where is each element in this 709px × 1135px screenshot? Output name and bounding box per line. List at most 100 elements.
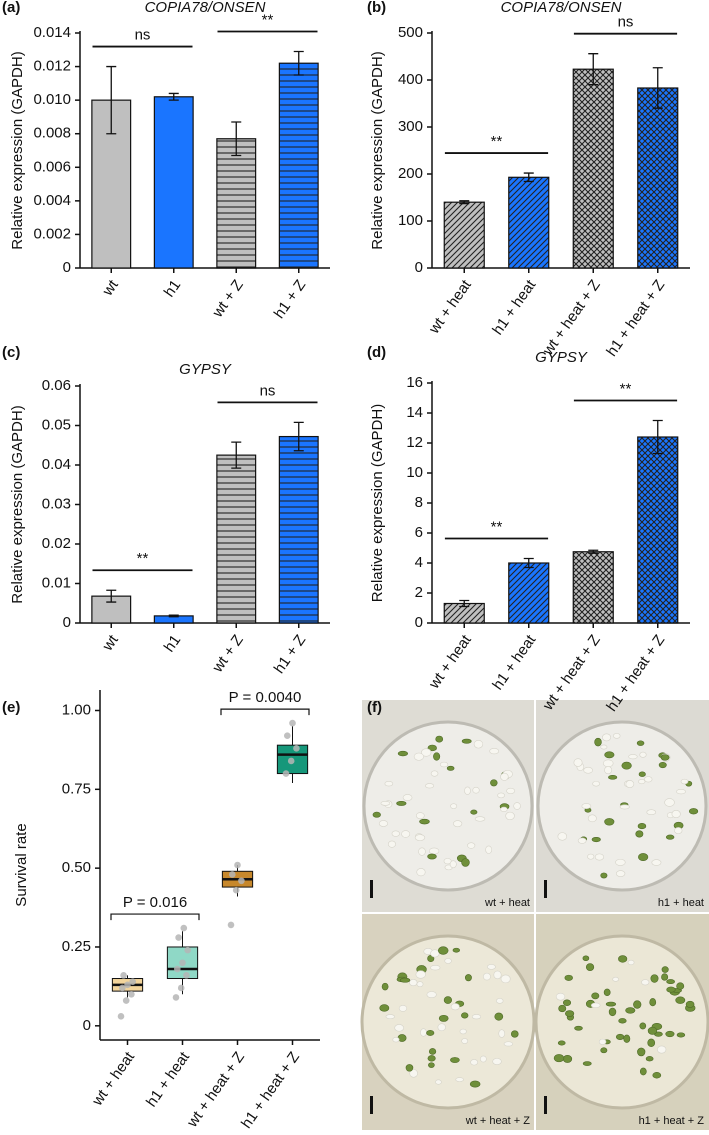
seedling <box>641 979 650 986</box>
seedling <box>416 868 426 877</box>
y-tick-label: 300 <box>398 118 423 135</box>
seedling <box>650 974 659 983</box>
y-tick-label: 0.002 <box>33 225 71 242</box>
seedling <box>676 1032 686 1038</box>
seedling <box>600 872 608 879</box>
seedling <box>425 783 435 789</box>
seedling <box>496 998 504 1004</box>
seedling <box>666 979 675 984</box>
seedling <box>430 949 440 958</box>
seedling <box>510 1030 519 1038</box>
seedling <box>558 1004 567 1013</box>
y-tick-label: 1.00 <box>62 701 91 718</box>
significance-label: ns <box>135 27 151 44</box>
seedling <box>443 996 453 1004</box>
seedling <box>564 974 573 981</box>
seedling <box>585 963 595 971</box>
y-tick-label: 6 <box>415 524 423 541</box>
data-point <box>172 994 180 1001</box>
y-axis-title: Relative expression (GAPDH) <box>369 404 386 602</box>
data-point <box>287 757 295 765</box>
seedling <box>661 973 669 981</box>
bar <box>278 62 319 269</box>
seedling <box>450 1003 460 1011</box>
x-tick-label: wt + heat + Z <box>183 1049 248 1131</box>
x-tick-label: wt <box>99 631 123 655</box>
seedling <box>555 992 566 1001</box>
bar <box>572 551 614 624</box>
seedling <box>427 744 437 752</box>
y-tick-label: 0.06 <box>42 377 71 394</box>
seedling <box>637 1047 646 1057</box>
y-tick-label: 200 <box>398 165 423 182</box>
data-point <box>232 886 240 894</box>
seedling <box>562 1054 573 1063</box>
seedling <box>638 779 646 785</box>
seedling <box>415 812 425 820</box>
error-bar <box>231 441 242 469</box>
x-tick-label: h1 + heat <box>143 1048 194 1110</box>
scale-bar <box>370 1096 373 1114</box>
seedling <box>598 1038 607 1045</box>
data-point <box>122 997 130 1004</box>
data-point <box>238 877 245 885</box>
photo-caption: h1 + heat <box>658 897 704 909</box>
error-bar <box>293 50 304 76</box>
seedling <box>372 811 381 818</box>
seedling <box>600 744 608 750</box>
seedling <box>658 761 667 769</box>
seedling <box>464 786 471 795</box>
bracket <box>220 708 310 716</box>
scale-bar <box>544 880 547 898</box>
seedling <box>615 858 626 866</box>
seedling <box>581 803 592 809</box>
seedling <box>427 853 437 860</box>
seedling <box>505 811 515 821</box>
y-tick-label: 0 <box>63 259 71 276</box>
y-tick-label: 0.50 <box>62 859 91 876</box>
seedling <box>563 999 572 1006</box>
seedling <box>602 733 612 742</box>
y-tick-label: 0.012 <box>33 58 71 75</box>
seedling <box>419 818 430 825</box>
seedling <box>621 761 632 770</box>
seedling <box>430 965 441 971</box>
panel-label: (b) <box>367 0 386 16</box>
seedling <box>394 1024 404 1032</box>
seedling <box>647 1038 656 1047</box>
seedling <box>618 1018 627 1024</box>
seedling <box>428 1062 435 1068</box>
data-point <box>289 719 296 727</box>
data-point <box>183 972 190 979</box>
error-bar <box>523 557 534 569</box>
seedling <box>635 830 644 838</box>
chart-title: GYPSY <box>179 361 232 378</box>
seedling <box>603 988 611 997</box>
y-tick-label: 0 <box>63 614 71 631</box>
seedling <box>623 1034 631 1043</box>
seedling <box>474 816 486 822</box>
seedling <box>455 1077 464 1082</box>
y-tick-label: 10 <box>406 464 423 481</box>
seedling <box>594 853 605 861</box>
seedling <box>426 991 437 999</box>
y-tick-label: 8 <box>415 494 423 511</box>
seedling <box>587 853 595 860</box>
seedling <box>396 801 407 806</box>
seedling <box>633 1000 642 1009</box>
data-point <box>284 732 291 740</box>
data-point <box>179 959 186 967</box>
error-bar <box>168 92 179 101</box>
seedling <box>461 1012 469 1019</box>
panel-label: (a) <box>2 0 20 16</box>
seedling <box>438 1014 449 1022</box>
data-point <box>129 978 136 985</box>
error-bar <box>588 53 599 86</box>
error-bar <box>106 65 117 135</box>
seedling <box>639 1022 647 1030</box>
seedling <box>619 804 630 810</box>
significance-label: ** <box>137 550 149 567</box>
seedling <box>628 754 638 760</box>
x-tick-label: wt + heat <box>88 1048 138 1109</box>
seedling <box>577 837 587 844</box>
